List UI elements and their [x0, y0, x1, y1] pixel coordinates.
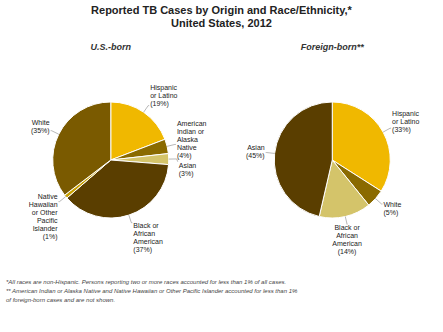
data-label-line: (14%) — [338, 248, 357, 256]
pie-group: Hispanicor Latino(33%)White(5%)Black orA… — [246, 102, 419, 256]
pie-subtitle: Foreign-born** — [301, 42, 364, 52]
data-label: Asian(3%) — [179, 162, 197, 178]
data-label-line: Hispanic — [392, 110, 419, 118]
data-label: Hispanicor Latino(33%) — [392, 110, 419, 134]
data-label-line: (19%) — [150, 100, 169, 108]
data-label-line: Asian — [247, 144, 265, 151]
leader-line — [169, 159, 178, 162]
pie-subtitle: U.S.-born — [91, 42, 132, 52]
data-label-line: Alaska — [177, 136, 198, 143]
leader-line — [51, 131, 59, 135]
pie-group: Hispanicor Latino(19%)AmericanIndian orA… — [29, 84, 207, 254]
data-label-line: (3%) — [179, 170, 194, 178]
leader-line — [59, 197, 66, 202]
chart-title-line: Reported TB Cases by Origin and Race/Eth… — [91, 4, 353, 16]
data-label-line: (35%) — [31, 127, 50, 135]
data-label-line: Native — [38, 193, 58, 200]
footnote: *All races are non-Hispanic. Persons rep… — [6, 279, 286, 285]
data-label: AmericanIndian orAlaskaNative(4%) — [177, 120, 207, 160]
data-label-line: Black or — [133, 222, 159, 229]
data-label: NativeHawaiianor OtherPacificIslander(1%… — [29, 193, 58, 241]
data-label-line: American — [133, 238, 163, 245]
data-label-line: Indian or — [177, 128, 205, 135]
data-label-line: Pacific — [37, 217, 58, 224]
data-label: White(5%) — [383, 201, 401, 217]
data-label-line: (4%) — [177, 152, 192, 160]
data-label: Asian(45%) — [246, 144, 265, 160]
data-label-line: White — [383, 201, 401, 208]
data-label-line: American — [177, 120, 207, 127]
leader-line — [129, 215, 132, 223]
leader-line — [266, 152, 275, 154]
leader-line — [144, 106, 150, 113]
data-label: Hispanicor Latino(19%) — [150, 84, 177, 108]
footnote: of foreign-born cases and are not shown. — [6, 297, 115, 303]
data-label-line: (1%) — [43, 233, 58, 241]
data-label: White(35%) — [31, 119, 50, 135]
data-label-line: American — [332, 240, 362, 247]
data-label-line: African — [133, 230, 155, 237]
data-label-line: Asian — [179, 162, 197, 169]
data-label-line: White — [32, 119, 50, 126]
data-label-line: or Latino — [392, 118, 419, 125]
data-label-line: or Other — [32, 209, 58, 216]
data-label-line: or Latino — [150, 92, 177, 99]
data-label: Black orAfricanAmerican(14%) — [332, 224, 362, 256]
data-label-line: Native — [177, 144, 197, 151]
data-label-line: (37%) — [133, 246, 152, 254]
data-label-line: (45%) — [246, 152, 265, 160]
leader-line — [167, 144, 176, 146]
data-label-line: Hawaiian — [29, 201, 58, 208]
leader-line — [383, 128, 391, 132]
footnote: ** American Indian or Alaska Native and … — [6, 288, 298, 294]
data-label-line: Black or — [334, 224, 360, 231]
leader-line — [376, 199, 383, 204]
chart-title: Reported TB Cases by Origin and Race/Eth… — [91, 4, 353, 29]
data-label-line: Hispanic — [150, 84, 177, 92]
data-label-line: Islander — [33, 225, 59, 232]
pie-slice — [274, 102, 332, 217]
data-label-line: African — [336, 232, 358, 239]
chart-root: Reported TB Cases by Origin and Race/Eth… — [0, 0, 443, 332]
data-label: Black orAfricanAmerican(37%) — [133, 222, 163, 254]
data-label-line: (5%) — [383, 209, 398, 217]
data-label-line: (33%) — [392, 126, 411, 134]
pie-slice — [53, 102, 111, 195]
chart-title-line: United States, 2012 — [171, 17, 272, 29]
